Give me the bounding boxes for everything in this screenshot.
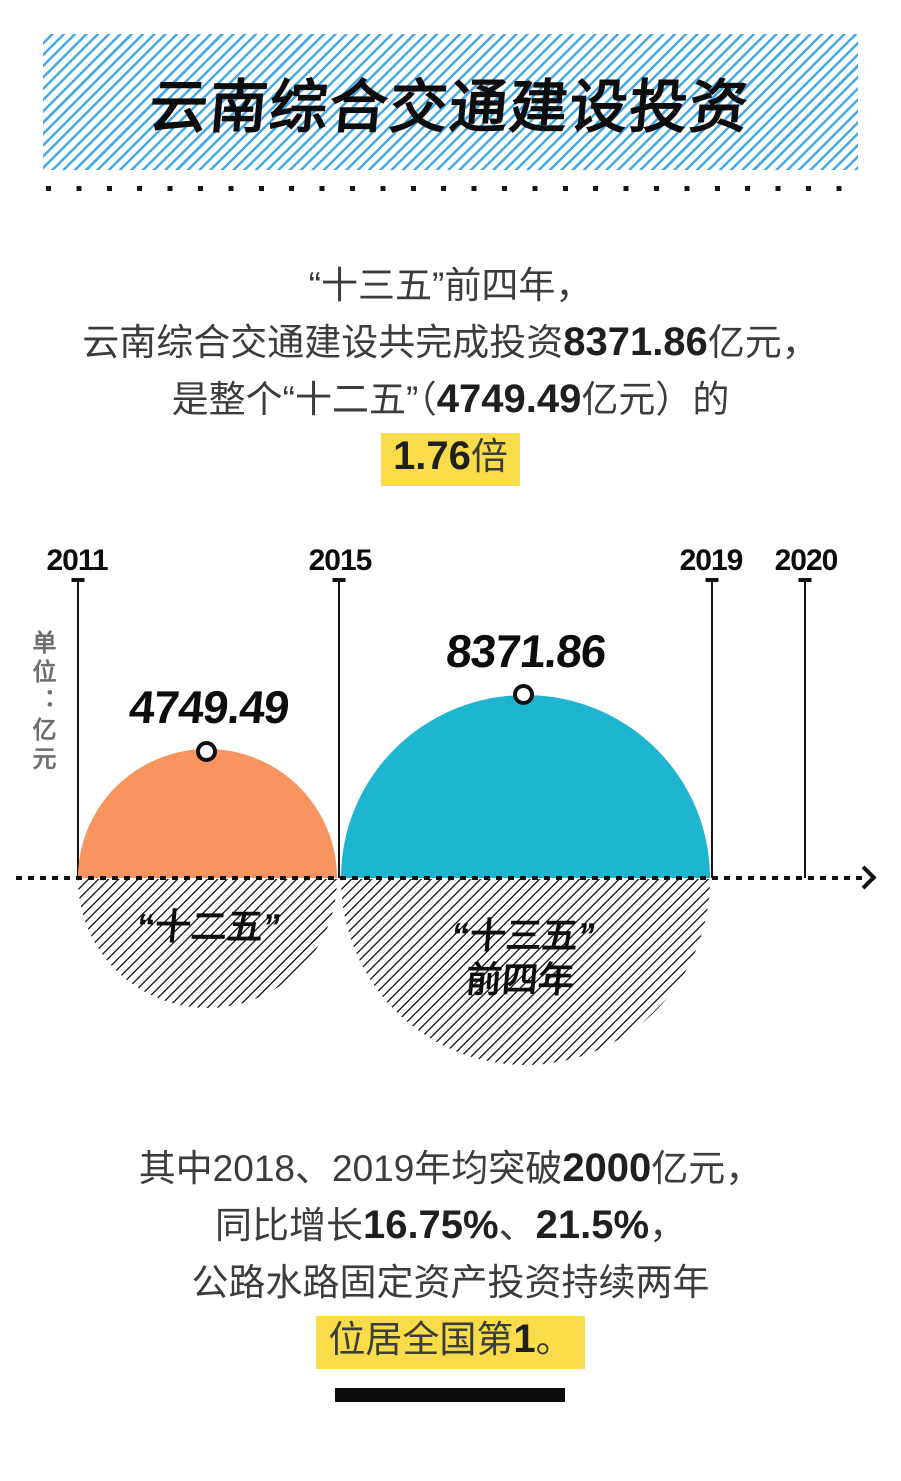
- rank-value: 1: [513, 1317, 536, 1361]
- x-axis-arrow-icon: [852, 865, 877, 890]
- title-banner: 云南综合交通建设投资: [43, 34, 858, 170]
- footer-line-2: 同比增长16.75%、21.5%，: [0, 1197, 901, 1254]
- intro-line-4: 1.76倍: [0, 428, 901, 486]
- intro-previous-value: 4749.49: [436, 377, 582, 421]
- semicircle-13th-five-year: [341, 695, 710, 878]
- gridline-2020: [804, 582, 806, 878]
- year-label-2015: 2015: [308, 544, 373, 577]
- footer-paragraph: 其中2018、2019年均突破2000亿元， 同比增长16.75%、21.5%，…: [0, 1140, 901, 1369]
- period-label-13th-line2: 前四年: [464, 959, 576, 1000]
- footer-line-1-post: 亿元，: [651, 1148, 763, 1189]
- tick-cap-2019: [705, 578, 719, 582]
- intro-line-1-text: “十三五”前四年，: [308, 265, 593, 306]
- year-label-2011: 2011: [46, 544, 108, 577]
- rank-pre: 位居全国第: [328, 1319, 514, 1360]
- y-axis-unit-label: 单位：亿元: [28, 630, 55, 775]
- tick-cap-2015: [332, 578, 346, 582]
- intro-line-2-pre: 云南综合交通建设共完成投资: [82, 322, 564, 363]
- tick-cap-2011: [71, 578, 85, 582]
- ratio-value: 1.76: [393, 434, 471, 478]
- value-label-12th: 4749.49: [127, 681, 291, 733]
- tick-cap-2020: [798, 578, 812, 582]
- data-point-marker-12th: [196, 741, 217, 762]
- intro-line-3: 是整个“十二五”（4749.49亿元）的: [0, 371, 901, 428]
- footer-line-2-pre: 同比增长: [214, 1205, 363, 1246]
- footer-line-1: 其中2018、2019年均突破2000亿元，: [0, 1140, 901, 1197]
- period-label-13th: “十三五” 前四年: [446, 914, 598, 1002]
- rank-highlight: 位居全国第1。: [316, 1316, 585, 1369]
- period-label-13th-line1: “十三五”: [450, 915, 598, 956]
- rank-post: 。: [535, 1319, 573, 1360]
- footer-line-3-text: 公路水路固定资产投资持续两年: [191, 1262, 710, 1303]
- ratio-highlight: 1.76倍: [381, 433, 520, 486]
- ratio-suffix: 倍: [470, 436, 508, 477]
- page-title: 云南综合交通建设投资: [147, 75, 753, 140]
- footer-line-2-post: ，: [649, 1205, 687, 1246]
- gridline-2011: [77, 582, 79, 878]
- value-label-13th: 8371.86: [444, 625, 608, 677]
- intro-line-2: 云南综合交通建设共完成投资8371.86亿元，: [0, 314, 901, 371]
- year-label-2020: 2020: [774, 544, 839, 577]
- data-point-marker-13th: [513, 684, 534, 705]
- bottom-end-bar: [335, 1388, 565, 1402]
- gridline-2015: [338, 582, 340, 878]
- footer-line-4: 位居全国第1。: [0, 1311, 901, 1369]
- gridline-2019: [711, 582, 713, 878]
- x-axis-dotted-line: [16, 876, 862, 880]
- dotted-divider: [46, 186, 858, 191]
- intro-line-3-pre: 是整个“十二五”（: [171, 379, 437, 420]
- intro-total-value: 8371.86: [563, 320, 708, 364]
- growth-rate-2019: 21.5%: [535, 1203, 650, 1247]
- intro-line-3-post: 亿元）的: [581, 379, 730, 420]
- intro-paragraph: “十三五”前四年， 云南综合交通建设共完成投资8371.86亿元， 是整个“十二…: [0, 257, 901, 486]
- footer-line-1-pre: 其中2018、2019年均突破: [138, 1148, 563, 1189]
- footer-threshold-value: 2000: [562, 1146, 652, 1190]
- year-label-2019: 2019: [679, 544, 744, 577]
- footer-line-2-mid: 、: [498, 1205, 536, 1246]
- semicircle-12th-five-year: [78, 749, 337, 878]
- period-label-12th: “十二五”: [135, 906, 283, 947]
- growth-rate-2018: 16.75%: [362, 1203, 499, 1247]
- intro-line-1: “十三五”前四年，: [0, 257, 901, 314]
- intro-line-2-post: 亿元，: [707, 322, 819, 363]
- footer-line-3: 公路水路固定资产投资持续两年: [0, 1254, 901, 1311]
